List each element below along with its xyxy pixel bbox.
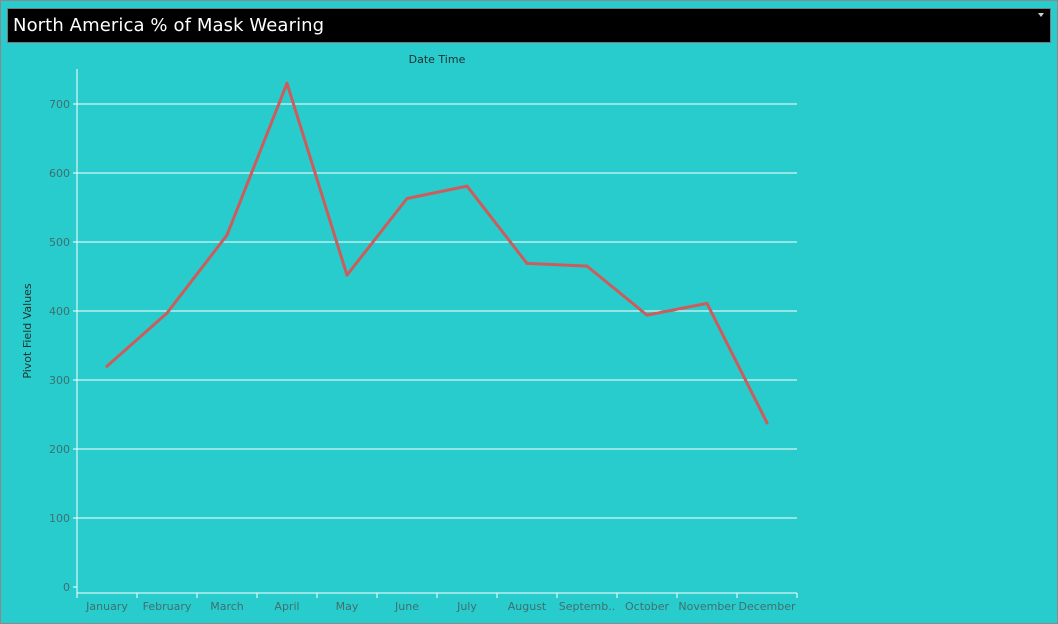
x-tick-label: May: [336, 600, 359, 613]
x-tick-label: December: [738, 600, 796, 613]
y-tick-label: 700: [49, 98, 70, 111]
x-tick-label: April: [274, 600, 299, 613]
data-point: [585, 264, 589, 268]
data-point: [645, 313, 649, 317]
x-tick-label: June: [394, 600, 419, 613]
data-point: [525, 261, 529, 265]
axes: [76, 69, 797, 594]
data-point: [465, 184, 469, 188]
y-tick-labels: 0 100 200 300 400 500 600 700: [49, 98, 70, 594]
chart-title: North America % of Mask Wearing: [13, 15, 325, 36]
x-axis-top-label: Date Time: [409, 53, 466, 66]
series-line: [105, 81, 769, 425]
gridlines: [73, 103, 797, 588]
x-tick-label: August: [508, 600, 547, 613]
data-point: [705, 301, 709, 305]
series-layer: [105, 81, 769, 425]
x-tick-label: November: [678, 600, 736, 613]
y-tick-label: 400: [49, 305, 70, 318]
x-tick-labels: January February March April May June July Augu…: [76, 593, 798, 613]
y-axis-label: Pivot Field Values: [21, 283, 34, 379]
data-point: [225, 233, 229, 237]
y-tick-label: 600: [49, 167, 70, 180]
x-tick-label: October: [625, 600, 669, 613]
y-tick-label: 100: [49, 512, 70, 525]
title-bar: North America % of Mask Wearing: [7, 8, 1051, 43]
data-point: [285, 81, 289, 85]
x-tick-label: July: [456, 600, 477, 613]
x-tick-label: Septemb..: [559, 600, 616, 613]
data-point: [405, 197, 409, 201]
chevron-down-icon[interactable]: [1038, 13, 1044, 17]
y-tick-label: 300: [49, 374, 70, 387]
x-tick-label: January: [85, 600, 128, 613]
y-tick-label: 500: [49, 236, 70, 249]
data-point: [765, 421, 769, 425]
data-point: [165, 311, 169, 315]
x-tick-label: March: [210, 600, 244, 613]
y-tick-label: 0: [63, 581, 70, 594]
x-tick-label: February: [143, 600, 192, 613]
data-point: [105, 364, 109, 368]
y-tick-label: 200: [49, 443, 70, 456]
data-point: [345, 273, 349, 277]
